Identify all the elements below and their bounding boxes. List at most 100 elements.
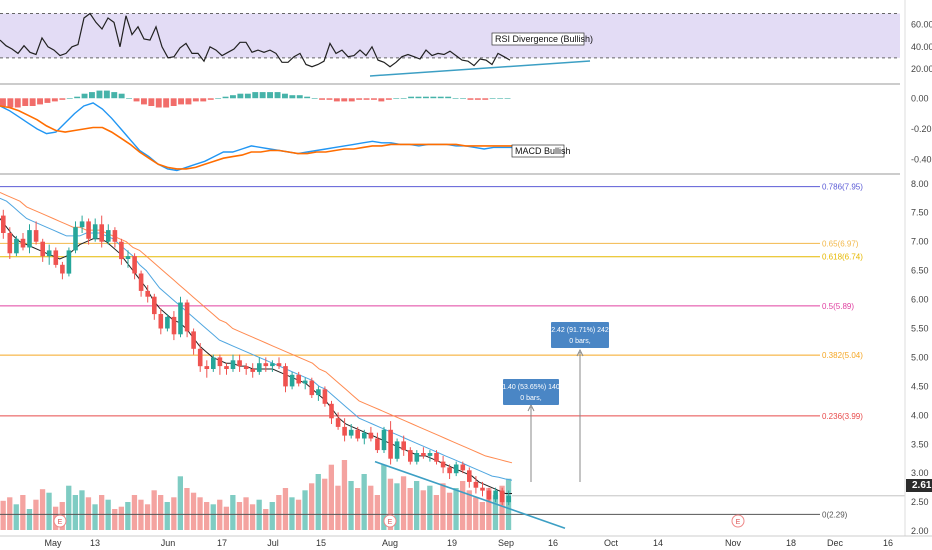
candle-body [335,418,341,427]
macd-histogram-bar [445,96,452,99]
candle-body [388,429,393,459]
volume-bar [394,483,400,530]
volume-bar [400,476,407,530]
volume-bar [486,488,492,530]
fib-level-label: 0.618(6.74) [822,253,863,262]
candle-body [204,366,210,369]
macd-histogram-bar [89,92,95,99]
time-tick-label: 14 [653,538,663,548]
macd-histogram-bar [170,98,177,106]
macd-histogram-bar [356,98,363,100]
macd-histogram-bar [7,98,14,108]
volume-bar [249,504,256,530]
candle-body [106,230,111,242]
candle-body [381,429,387,451]
volume-bar [26,509,33,530]
macd-histogram-bar [14,98,21,108]
last-price-label: 2.61 [912,480,932,491]
candle-body [453,464,459,474]
volume-bar [335,485,341,530]
candle-body [132,256,137,274]
fib-level-label: 0.65(6.97) [822,239,859,248]
macd-histogram-bar [371,98,377,100]
time-axis: May 13 Jun 17 Jul 15 Aug 19 Sep 16 Oct 14 Nov 18 Dec 16 [0,535,932,548]
macd-histogram-bar [118,93,125,99]
candle-body [257,363,262,372]
volume-bar [197,497,203,530]
macd-histogram-bar [244,93,251,99]
candle-body [486,490,492,500]
ma-slow-line [0,192,513,464]
candle-body [33,230,39,242]
volume-bar [99,495,105,530]
target-info-bars: 0 bars, [520,395,541,402]
target-arrow-head [576,348,584,357]
time-tick-label: Jul [267,538,279,548]
macd-histogram-bar [430,96,437,99]
rsi-tick-label: 20.00 [911,64,932,74]
candle-body [99,224,104,242]
candle-body [329,403,334,419]
volume-bar [177,476,183,530]
time-tick-label: 16 [883,538,893,548]
volume-bar [190,492,197,530]
macd-histogram-bar [178,98,184,105]
price-tick-label: 3.00 [911,468,929,478]
candle-body [421,453,426,456]
candle-body [184,302,190,332]
rsi-band [0,13,900,58]
macd-bullish-label: MACD Bullish [515,146,571,156]
volume-bar [230,495,236,530]
macd-histogram-bar [474,98,481,100]
time-tick-label: 18 [786,538,796,548]
volume-bar [348,481,354,530]
volume-bar [479,502,485,530]
rsi-tick-label: 60.00 [911,20,932,30]
macd-histogram-bar [44,98,51,103]
candle-body [322,389,328,404]
volume-bar [433,495,439,530]
macd-histogram-bar [296,95,303,99]
volume-bar [66,485,72,530]
price-tick-label: 3.50 [911,439,929,449]
signal-line [0,105,512,170]
macd-histogram-bar [207,98,214,100]
time-tick-label: 17 [217,538,227,548]
volume-bar [328,464,334,530]
volume-bar [204,502,210,530]
volume-bar [46,492,52,530]
volume-bar [453,488,459,530]
macd-histogram-bar [29,98,36,106]
volume-bar [473,497,479,530]
candle-body [473,481,479,488]
volume-bar [151,490,157,530]
candle-body [191,331,196,349]
candle-body [296,374,301,384]
macd-histogram-bar [311,98,318,99]
macd-histogram-bar [274,92,281,99]
candle-body [224,366,229,369]
price-tick-label: 6.00 [911,295,929,305]
macd-tick-label: -0.40 [911,155,932,165]
candle-body [112,230,118,242]
macd-histogram-bar [504,98,511,99]
target-info-text: 1.40 (53.65%) 140 [502,384,560,391]
time-tick-label: 13 [90,538,100,548]
volume-bar [282,488,289,530]
candle-body [276,363,282,367]
price-tick-label: 4.50 [911,381,929,391]
time-tick-label: 19 [447,538,457,548]
rsi-tick-label: 40.00 [911,42,932,52]
macd-line [0,102,512,172]
macd-pane: 0.00 -0.20 -0.40 [0,90,932,175]
rsi-divergence-label: RSI Divergence (Bullish) [495,34,593,44]
volume-bar [387,478,394,530]
macd-histogram-bar [252,92,259,99]
macd-histogram-bar [393,98,400,99]
candle-body [237,360,242,367]
volume-bar [243,497,249,530]
volume-bar [105,499,111,530]
price-tick-label: 7.00 [911,237,929,247]
volume-bar [368,485,374,530]
